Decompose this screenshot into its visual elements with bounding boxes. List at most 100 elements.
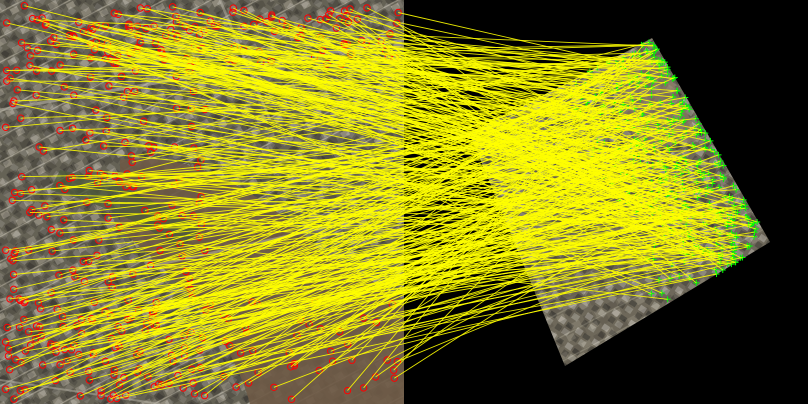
- match-line: [156, 229, 691, 303]
- match-line: [20, 61, 610, 364]
- match-line: [289, 195, 636, 353]
- left-keypoint-marker: [290, 362, 299, 370]
- road: [0, 379, 161, 404]
- left-keypoint-marker: [23, 44, 31, 52]
- match-line: [127, 118, 696, 175]
- left-keypoint-marker: [41, 202, 49, 210]
- match-line: [320, 36, 724, 178]
- match-line: [319, 19, 634, 190]
- left-keypoint-marker: [15, 295, 23, 303]
- left-keypoint-marker: [383, 356, 391, 364]
- left-keypoint-marker: [122, 391, 130, 399]
- match-line: [116, 273, 717, 399]
- left-keypoint-marker: [1, 385, 10, 393]
- match-line: [175, 16, 644, 130]
- left-keypoint-marker: [10, 249, 19, 258]
- left-keypoint-marker: [121, 138, 129, 147]
- match-line: [366, 7, 704, 179]
- left-keypoint-marker: [110, 9, 118, 17]
- left-keypoint-marker: [32, 322, 41, 330]
- match-line: [114, 154, 719, 371]
- match-line: [55, 162, 641, 353]
- left-keypoint-marker: [240, 6, 248, 15]
- match-line: [83, 31, 754, 224]
- match-line: [98, 182, 683, 241]
- left-keypoint-marker: [39, 361, 47, 369]
- left-keypoint-marker: [393, 357, 402, 366]
- match-line: [145, 249, 704, 331]
- right-keypoint-marker: [712, 266, 719, 273]
- match-line: [53, 37, 659, 131]
- match-line: [184, 223, 752, 349]
- match-line: [204, 191, 652, 252]
- left-keypoint-marker: [110, 371, 118, 379]
- left-keypoint-marker: [1, 338, 10, 346]
- left-keypoint-marker: [4, 352, 13, 360]
- match-line: [134, 90, 734, 259]
- match-line: [194, 46, 680, 277]
- left-keypoint-marker: [287, 363, 295, 371]
- match-line: [325, 18, 646, 87]
- match-line: [5, 185, 734, 390]
- left-keypoint-marker: [5, 366, 14, 374]
- left-keypoint-marker: [63, 357, 71, 365]
- right-keypoint-marker: [677, 112, 684, 119]
- left-keypoint-marker: [97, 387, 105, 395]
- left-keypoint-marker: [15, 323, 24, 331]
- left-keypoint-marker: [7, 255, 15, 263]
- left-keypoint-marker: [343, 386, 352, 395]
- match-line: [88, 32, 738, 213]
- left-keypoint-marker: [120, 373, 128, 382]
- match-line: [246, 189, 660, 334]
- left-keypoint-marker: [168, 3, 177, 11]
- match-line: [170, 28, 659, 190]
- right-keypoint-marker: [746, 243, 753, 250]
- match-line: [257, 186, 708, 306]
- left-keypoint-marker: [26, 61, 34, 70]
- left-keypoint-marker: [56, 361, 64, 369]
- left-keypoint-marker: [76, 392, 85, 400]
- match-line: [259, 51, 727, 223]
- match-line: [344, 10, 647, 76]
- match-line: [76, 211, 637, 327]
- match-line: [189, 29, 652, 209]
- match-line: [118, 13, 665, 63]
- match-line: [117, 55, 744, 201]
- right-keypoint-marker: [740, 196, 747, 203]
- match-line: [157, 215, 733, 255]
- left-keypoint-marker: [115, 381, 124, 389]
- left-keypoint-marker: [326, 7, 335, 15]
- left-keypoint-marker: [65, 31, 74, 40]
- match-line: [91, 203, 685, 320]
- left-keypoint-marker: [60, 83, 69, 91]
- right-keypoint-marker: [648, 290, 655, 297]
- left-keypoint-marker: [332, 24, 341, 32]
- left-keypoint-marker: [59, 322, 67, 331]
- right-keypoint-marker: [715, 151, 722, 158]
- left-keypoint-marker: [316, 15, 324, 24]
- match-line: [73, 36, 672, 233]
- left-keypoint-marker: [10, 395, 18, 403]
- match-line: [8, 103, 680, 350]
- match-line: [318, 171, 634, 371]
- match-line: [176, 35, 596, 97]
- match-line: [21, 42, 601, 94]
- match-line: [114, 12, 701, 130]
- match-line: [57, 200, 620, 310]
- left-keypoint-marker: [200, 391, 209, 400]
- match-line: [28, 139, 635, 251]
- left-keypoint-marker: [21, 347, 29, 355]
- left-keypoint-marker: [50, 33, 58, 42]
- left-keypoint-marker: [31, 335, 40, 343]
- match-line: [113, 140, 598, 396]
- left-keypoint-marker: [328, 357, 337, 365]
- match-line: [361, 40, 652, 62]
- match-line: [125, 252, 710, 396]
- left-keypoint-marker: [390, 374, 398, 382]
- left-keypoint-marker: [315, 366, 323, 375]
- match-line: [72, 127, 733, 243]
- left-keypoint-marker: [4, 344, 13, 353]
- left-keypoint-marker: [150, 22, 158, 30]
